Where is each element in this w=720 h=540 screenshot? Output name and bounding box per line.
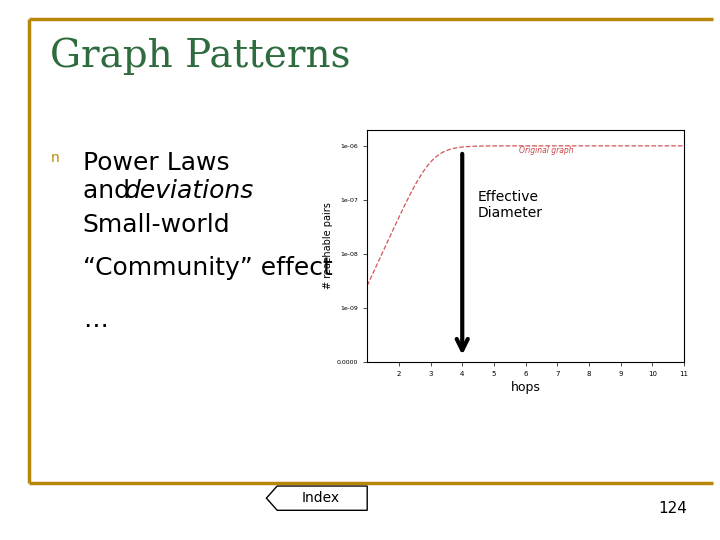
Text: Small-world: Small-world: [83, 213, 230, 237]
Text: Power Laws: Power Laws: [83, 151, 230, 175]
Text: Graph Patterns: Graph Patterns: [50, 38, 351, 75]
Text: “Community” effect: “Community” effect: [83, 256, 333, 280]
Text: and: and: [83, 179, 138, 203]
Text: Index: Index: [302, 491, 339, 505]
Text: Effective
Diameter: Effective Diameter: [478, 190, 543, 220]
Text: Original graph: Original graph: [519, 146, 574, 155]
X-axis label: hops: hops: [510, 381, 541, 394]
Text: …: …: [83, 308, 108, 332]
Text: 124: 124: [659, 501, 688, 516]
Y-axis label: # reachable pairs: # reachable pairs: [323, 202, 333, 289]
Text: n: n: [50, 151, 59, 165]
Text: deviations: deviations: [125, 179, 254, 203]
